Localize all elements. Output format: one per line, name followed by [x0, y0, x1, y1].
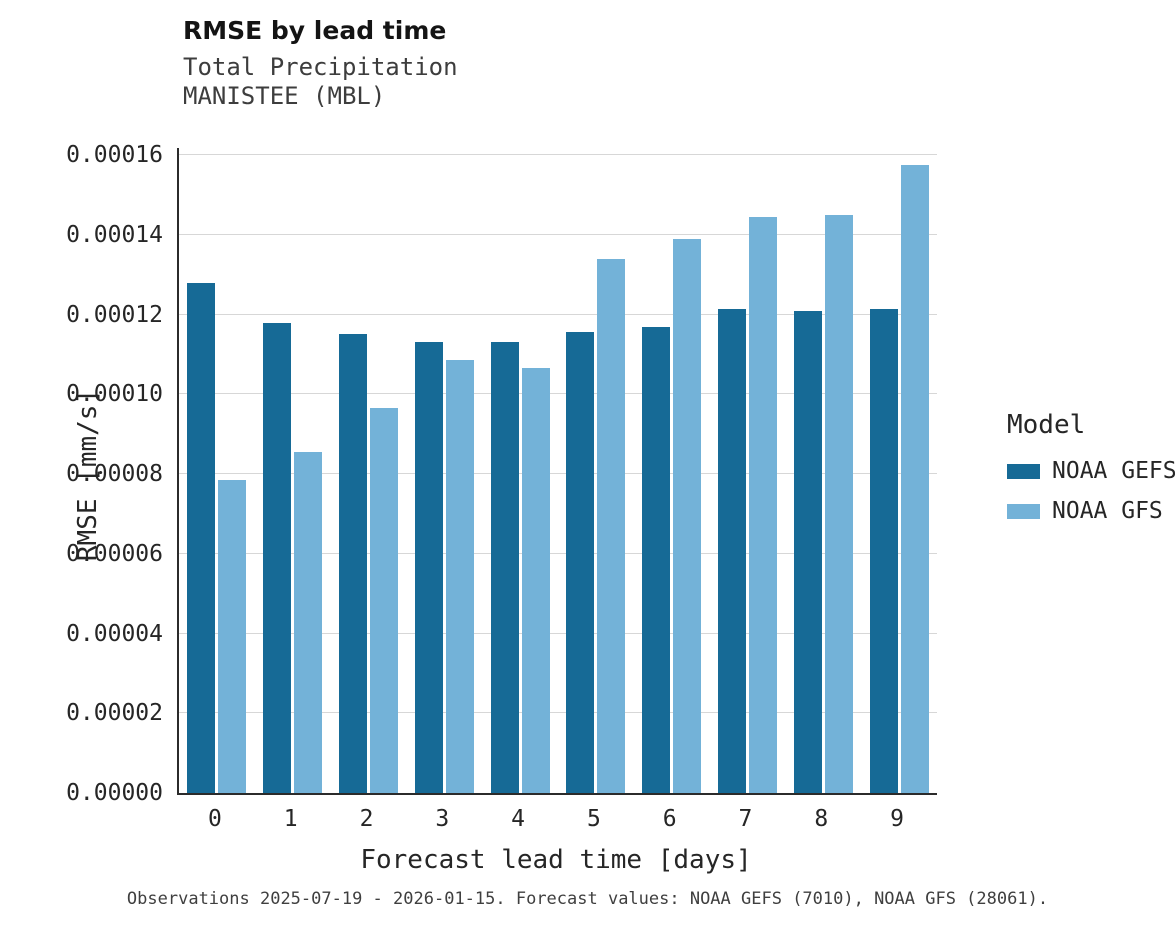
x-tick-label-2: 2 [359, 806, 374, 832]
bar-group-day-4 [482, 342, 558, 793]
x-tick-label-6: 6 [662, 806, 677, 832]
bar-noaa-gefs-day-6 [642, 326, 671, 793]
y-tick-label-0.00012: 0.00012 [66, 301, 163, 328]
bar-noaa-gfs-day-7 [748, 216, 777, 793]
bar-group-day-8 [785, 214, 861, 793]
bar-noaa-gfs-day-0 [218, 480, 247, 793]
x-tick-label-0: 0 [207, 806, 222, 832]
bar-group-day-3 [406, 342, 482, 793]
legend-items: NOAA GEFS NOAA GFS [1007, 458, 1175, 524]
x-tick-label-9: 9 [890, 806, 904, 832]
legend-label-noaa-gefs: NOAA GEFS [1052, 458, 1175, 484]
y-tick-label-0.00000: 0.00000 [66, 780, 163, 806]
chart-title: RMSE by lead time [183, 16, 447, 45]
x-tick-label-3: 3 [435, 806, 450, 832]
bar-noaa-gefs-day-9 [869, 308, 898, 793]
legend-label-noaa-gfs: NOAA GFS [1052, 498, 1163, 524]
y-tick-label-0.00002: 0.00002 [66, 700, 163, 727]
x-axis-ticks: 0 1 2 3 4 5 6 7 8 9 [177, 806, 935, 832]
legend: Model NOAA GEFS NOAA GFS [1007, 410, 1175, 538]
y-tick-label-0.00004: 0.00004 [66, 620, 163, 647]
bar-group-day-7 [710, 216, 786, 793]
y-axis-ticks: 0.00000 0.00002 0.00004 0.00006 0.00008 0.000… [0, 143, 163, 805]
bar-group-day-6 [634, 238, 710, 793]
bar-noaa-gefs-day-4 [490, 342, 519, 793]
bar-noaa-gefs-day-2 [338, 334, 367, 793]
bar-group-day-0 [179, 282, 255, 793]
bar-noaa-gefs-day-7 [717, 308, 746, 793]
chart-subtitle-station: MANISTEE (MBL) [183, 82, 386, 110]
legend-item-noaa-gfs: NOAA GFS [1007, 498, 1175, 524]
plot-area [177, 148, 937, 795]
y-tick-label-0.00016: 0.00016 [66, 142, 163, 168]
gridline [179, 233, 937, 235]
y-tick-label-0.00006: 0.00006 [66, 540, 163, 567]
legend-item-noaa-gefs: NOAA GEFS [1007, 458, 1175, 484]
gridline [179, 313, 937, 315]
x-tick-label-4: 4 [511, 806, 526, 832]
bar-noaa-gfs-day-5 [597, 258, 626, 793]
bar-groups [179, 155, 937, 793]
bar-group-day-9 [861, 165, 937, 793]
y-tick-label-0.00014: 0.00014 [66, 221, 163, 248]
bar-noaa-gfs-day-9 [900, 165, 929, 793]
y-tick-label-0.00010: 0.00010 [66, 381, 163, 408]
chart-caption: Observations 2025-07-19 - 2026-01-15. Fo… [126, 889, 1049, 909]
gridline [179, 552, 937, 554]
bar-noaa-gefs-day-3 [414, 342, 443, 793]
bar-group-day-5 [558, 258, 634, 793]
bar-noaa-gfs-day-8 [824, 214, 853, 793]
bar-noaa-gefs-day-8 [793, 310, 822, 793]
legend-title: Model [1007, 410, 1086, 440]
x-axis-title: Forecast lead time [days] [360, 845, 752, 875]
chart-subtitle-variable: Total Precipitation [183, 53, 458, 81]
bar-noaa-gfs-day-4 [521, 368, 550, 793]
bar-group-day-1 [255, 322, 331, 793]
bar-noaa-gfs-day-2 [369, 408, 398, 793]
gridline [179, 154, 937, 155]
legend-swatch-noaa-gefs [1007, 463, 1040, 479]
bar-group-day-2 [331, 334, 407, 793]
plot-scale-area [179, 154, 937, 793]
y-tick-label-0.00008: 0.00008 [66, 461, 163, 487]
legend-swatch-noaa-gfs [1007, 503, 1040, 519]
bar-noaa-gfs-day-1 [294, 452, 323, 793]
gridline [179, 393, 937, 395]
bar-noaa-gefs-day-1 [263, 322, 292, 793]
bar-noaa-gefs-day-5 [566, 332, 595, 793]
x-tick-label-5: 5 [586, 806, 601, 832]
gridline [179, 632, 937, 634]
x-tick-label-1: 1 [283, 806, 298, 832]
x-tick-label-7: 7 [738, 806, 753, 832]
bar-noaa-gfs-day-6 [673, 238, 702, 793]
x-tick-label-8: 8 [814, 806, 829, 832]
chart-header: RMSE by lead time Total Precipitation MA… [183, 16, 458, 111]
gridline [179, 473, 937, 474]
bar-noaa-gefs-day-0 [187, 282, 216, 793]
bar-noaa-gfs-day-3 [445, 360, 474, 793]
gridline [179, 712, 937, 714]
